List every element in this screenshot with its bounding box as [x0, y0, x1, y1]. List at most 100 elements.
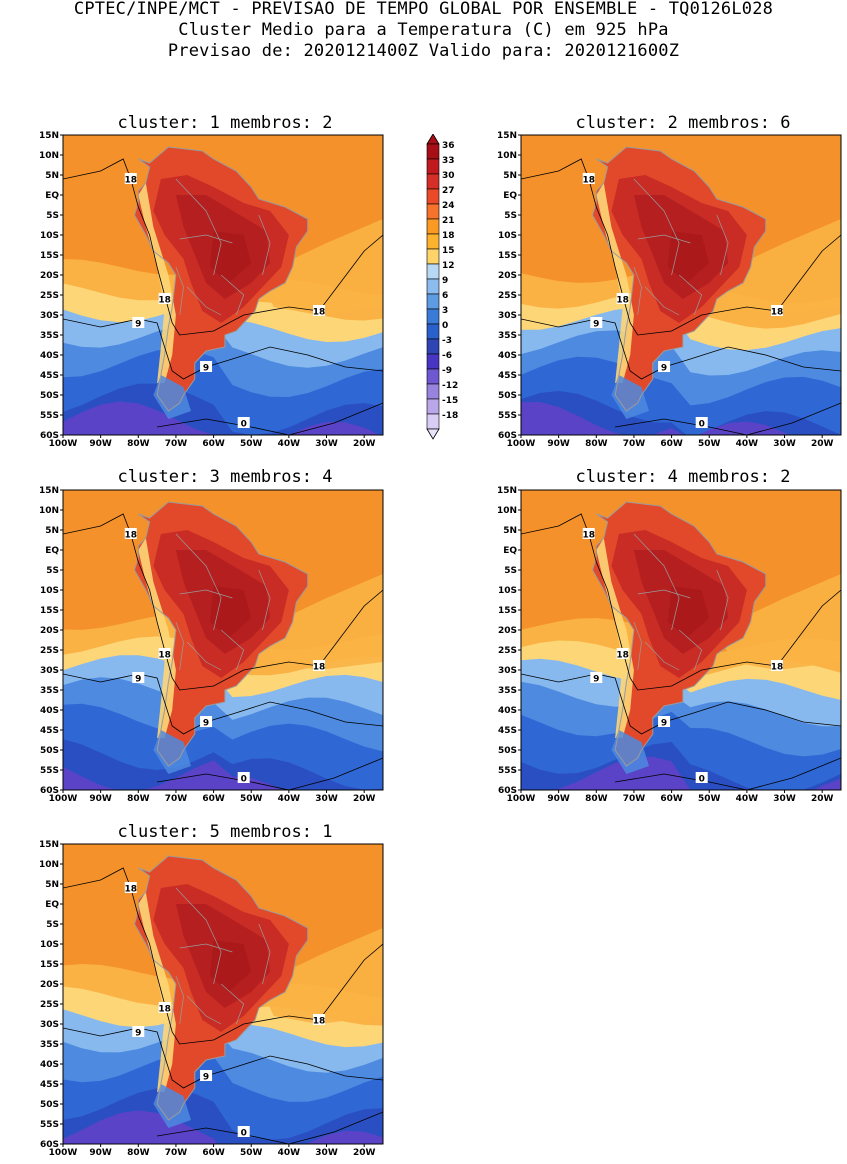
temperature-band [521, 402, 789, 435]
lat-tick-label: 35S [40, 331, 59, 341]
contour-label: 9 [593, 675, 599, 685]
lon-tick-label: 80W [585, 439, 608, 449]
colorbar-label: -12 [442, 381, 458, 391]
lat-tick-label: 30S [498, 666, 517, 676]
lat-tick-label: 15N [497, 131, 517, 141]
lat-tick-label: 60S [498, 431, 517, 441]
lat-tick-label: 45S [40, 726, 59, 736]
lat-tick-label: 30S [498, 311, 517, 321]
lat-tick-label: 45S [498, 371, 517, 381]
contour-label: 18 [124, 885, 137, 895]
colorbar-label: 36 [442, 141, 455, 151]
lat-tick-label: 40S [40, 706, 59, 716]
lon-tick-label: 30W [315, 1148, 338, 1158]
colorbar-label: -9 [442, 366, 452, 376]
colorbar-label: -6 [442, 351, 452, 361]
lat-tick-label: 10S [40, 231, 59, 241]
panel-1-title: cluster: 1 membros: 2 [117, 113, 333, 133]
lat-tick-label: 25S [40, 291, 59, 301]
lat-tick-label: EQ [45, 191, 59, 201]
colorbar-label: 30 [442, 171, 455, 181]
contour-label: 9 [203, 364, 209, 374]
lat-tick-label: 10S [40, 940, 59, 950]
lon-tick-label: 20W [811, 794, 834, 804]
lon-tick-label: 50W [240, 439, 263, 449]
lat-tick-label: 55S [498, 766, 517, 776]
colorbar-label: 27 [442, 186, 455, 196]
lat-tick-label: 35S [40, 686, 59, 696]
lon-tick-label: 100W [507, 439, 536, 449]
lat-tick-label: 10N [39, 860, 59, 870]
lat-tick-label: 55S [40, 1120, 59, 1130]
colorbar-swatch [426, 173, 440, 190]
lat-tick-label: 25S [40, 1000, 59, 1010]
temperature-band [63, 739, 383, 790]
colorbar-label: 0 [442, 321, 448, 331]
colorbar-label: 33 [442, 156, 455, 166]
contour-label: 18 [313, 308, 326, 318]
lon-tick-label: 90W [547, 794, 570, 804]
lat-tick-label: 5S [504, 566, 517, 576]
lon-tick-label: 100W [49, 439, 78, 449]
lat-tick-label: 60S [498, 786, 517, 796]
lon-tick-label: 90W [89, 439, 112, 449]
map-panel-cluster-3: 18 18 18 9 9 0 15N 10N 5N EQ 5S 10S 15S 20S 25S 30S 35S 4… [30, 486, 391, 810]
lat-tick-label: 10N [39, 151, 59, 161]
lon-tick-label: 30W [315, 439, 338, 449]
lon-tick-label: 60W [660, 794, 683, 804]
contour-label: 18 [582, 176, 595, 186]
lat-tick-label: 20S [40, 271, 59, 281]
map-panel-cluster-1: 18 18 18 9 9 0 15N 10N 5N EQ 5S 10S 15S 20S 25S 30S 35S 4… [30, 131, 391, 455]
lat-tick-label: 30S [40, 311, 59, 321]
colorbar-swatch [426, 263, 440, 280]
colorbar-arrow-top [426, 133, 440, 145]
colorbar-label: 18 [442, 231, 455, 241]
lat-tick-label: 60S [40, 786, 59, 796]
contour-label: 18 [771, 308, 784, 318]
lat-tick-label: 35S [498, 686, 517, 696]
lat-tick-label: 5N [503, 526, 517, 536]
lat-tick-label: 55S [40, 766, 59, 776]
lon-tick-label: 100W [49, 794, 78, 804]
lon-tick-label: 100W [49, 1148, 78, 1158]
lat-tick-label: 20S [40, 626, 59, 636]
lat-tick-label: EQ [45, 900, 59, 910]
colorbar-swatch [426, 158, 440, 175]
lat-tick-label: 10S [498, 586, 517, 596]
lat-tick-label: 5N [503, 171, 517, 181]
contour-label: 18 [313, 663, 326, 673]
lat-tick-label: 35S [40, 1040, 59, 1050]
colorbar-label: 15 [442, 246, 455, 256]
contour-label: 18 [158, 651, 171, 661]
lat-tick-label: 20S [498, 626, 517, 636]
lat-tick-label: 50S [498, 746, 517, 756]
contour-label: 0 [241, 1129, 247, 1139]
panel-3-title: cluster: 3 membros: 4 [117, 467, 333, 487]
lat-tick-label: 25S [40, 646, 59, 656]
contour-label: 18 [158, 1005, 171, 1015]
contour-label: 0 [241, 775, 247, 785]
lat-tick-label: 25S [498, 291, 517, 301]
colorbar-label: -3 [442, 336, 452, 346]
colorbar-swatch [426, 398, 440, 415]
temperature-band [521, 391, 841, 435]
contour-label: 18 [124, 531, 137, 541]
colorbar-swatch [426, 248, 440, 265]
colorbar-swatch [426, 278, 440, 295]
lon-tick-label: 50W [698, 439, 721, 449]
lon-tick-label: 80W [127, 1148, 150, 1158]
lat-tick-label: 25S [498, 646, 517, 656]
lon-tick-label: 80W [585, 794, 608, 804]
colorbar-label: 9 [442, 276, 448, 286]
colorbar-swatch [426, 143, 440, 160]
colorbar-label: 3 [442, 306, 448, 316]
colorbar-swatch [426, 323, 440, 340]
figure-title-line1: CPTEC/INPE/MCT - PREVISAO DE TEMPO GLOBA… [73, 0, 774, 19]
panel-2-title: cluster: 2 membros: 6 [575, 113, 791, 133]
lat-tick-label: 15S [498, 251, 517, 261]
lat-tick-label: 10S [498, 231, 517, 241]
lon-tick-label: 30W [773, 794, 796, 804]
lat-tick-label: 10S [40, 586, 59, 596]
lat-tick-label: 50S [40, 746, 59, 756]
lon-tick-label: 70W [623, 794, 646, 804]
